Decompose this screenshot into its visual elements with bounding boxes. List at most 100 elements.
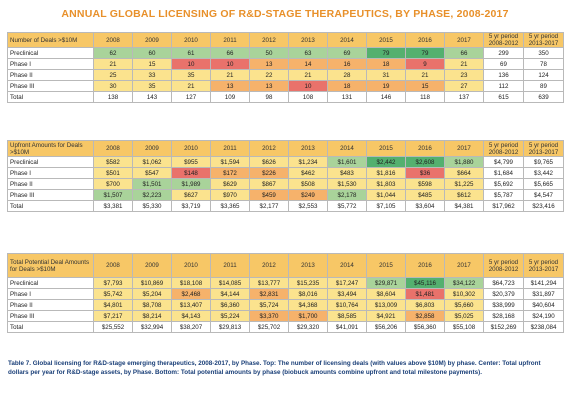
table-cell: 124 xyxy=(523,69,564,81)
table-cell: 31 xyxy=(366,69,406,81)
column-header: 2011 xyxy=(210,32,250,48)
page-title: ANNUAL GLOBAL LICENSING OF R&D-STAGE THE… xyxy=(61,8,509,20)
column-header: 2008 xyxy=(93,32,133,48)
table-cell: $4,144 xyxy=(210,288,250,300)
table-row: Preclinical $582 $1,062 $955 $1,594 $626 $1,23… xyxy=(7,156,564,168)
column-header: 2015 xyxy=(366,253,406,278)
table-cell: $29,871 xyxy=(366,277,406,289)
column-header: 5 yr period 2008-2012 xyxy=(483,140,524,157)
table-cell: 13 xyxy=(210,80,250,92)
table-cell: $485 xyxy=(405,189,445,201)
table-cell: 66 xyxy=(210,47,250,59)
row-label: Phase I xyxy=(7,58,94,70)
table-cell: $1,601 xyxy=(327,156,367,168)
table-cell: $4,381 xyxy=(444,200,484,212)
table-cell: $1,880 xyxy=(444,156,484,168)
table-cell: $867 xyxy=(249,178,289,190)
table-cell: $4,921 xyxy=(366,310,406,322)
column-header: 2013 xyxy=(288,253,328,278)
row-label: Total xyxy=(7,200,94,212)
column-header: 2016 xyxy=(405,253,445,278)
table-cell: 60 xyxy=(132,47,172,59)
table-cell: 69 xyxy=(327,47,367,59)
column-header: 2017 xyxy=(444,253,484,278)
table-cell: $13,777 xyxy=(249,277,289,289)
table-cell: $45,116 xyxy=(405,277,445,289)
table-cell: $31,897 xyxy=(523,288,564,300)
table-cell: $7,105 xyxy=(366,200,406,212)
table-cell: 35 xyxy=(171,69,211,81)
table-header-row: Upfront Amounts for Deals >$10M 2008 2009 2… xyxy=(7,140,564,157)
column-header: 5 yr period 2013-2017 xyxy=(523,253,564,278)
column-header: 2016 xyxy=(405,140,445,157)
table-cell: 15 xyxy=(405,80,445,92)
table-cell: $56,360 xyxy=(405,321,445,333)
column-header: 2008 xyxy=(93,253,133,278)
table-cell: $1,803 xyxy=(366,178,406,190)
table-cell: $1,507 xyxy=(93,189,133,201)
column-header: 2012 xyxy=(249,140,289,157)
table-cell: $141,294 xyxy=(523,277,564,289)
table-cell: $3,494 xyxy=(327,288,367,300)
table-cell: 22 xyxy=(249,69,289,81)
table-cell: $8,708 xyxy=(132,299,172,311)
table-cell: $38,207 xyxy=(171,321,211,333)
upfront-amounts-table: Upfront Amounts for Deals >$10M 2008 2009 2… xyxy=(7,140,564,212)
table-row: Phase II 25 33 35 21 22 21 28 31 21 23 136 124 xyxy=(7,69,564,81)
table-cell: $5,660 xyxy=(444,299,484,311)
table-row: Preclinical 62 60 61 66 50 63 69 79 79 66 299 350 xyxy=(7,47,564,59)
table-cell: 61 xyxy=(171,47,211,59)
row-label: Preclinical xyxy=(7,47,94,59)
table-cell: 21 xyxy=(444,58,484,70)
table-cell: $4,547 xyxy=(523,189,564,201)
table-cell: $2,468 xyxy=(171,288,211,300)
table-cell: 18 xyxy=(366,58,406,70)
table-cell: $1,501 xyxy=(132,178,172,190)
table-cell: $40,604 xyxy=(523,299,564,311)
column-header: 2010 xyxy=(171,253,211,278)
table-cell: $7,217 xyxy=(93,310,133,322)
table-cell: $3,604 xyxy=(405,200,445,212)
table-cell: $501 xyxy=(93,167,133,179)
table-cell: $626 xyxy=(249,156,289,168)
table-cell: 62 xyxy=(93,47,133,59)
column-header: 5 yr period 2008-2012 xyxy=(483,253,524,278)
table-cell: $9,765 xyxy=(523,156,564,168)
table-cell: 10 xyxy=(288,80,328,92)
table-cell: 10 xyxy=(210,58,250,70)
table-cell: $3,442 xyxy=(523,167,564,179)
table-cell: 35 xyxy=(132,80,172,92)
table-cell: $6,360 xyxy=(210,299,250,311)
table-cell: 19 xyxy=(366,80,406,92)
table-cell: $55,108 xyxy=(444,321,484,333)
table-cell: 13 xyxy=(249,80,289,92)
table-cell: $226 xyxy=(249,167,289,179)
table-cell: $970 xyxy=(210,189,250,201)
table-cell: 615 xyxy=(483,91,524,103)
table-cell: $4,368 xyxy=(288,299,328,311)
table-cell: $6,803 xyxy=(405,299,445,311)
table-row: Phase II $700 $1,501 $1,989 $629 $867 $508 $1,5… xyxy=(7,178,564,190)
column-header: 5 yr period 2013-2017 xyxy=(523,32,564,48)
table-cell: $3,365 xyxy=(210,200,250,212)
table-cell: $1,816 xyxy=(366,167,406,179)
table-cell: $664 xyxy=(444,167,484,179)
table-cell: 89 xyxy=(523,80,564,92)
table-row: Total $3,381 $5,330 $3,719 $3,365 $2,177 $2,55… xyxy=(7,200,564,212)
table-cell: $612 xyxy=(444,189,484,201)
table-cell: 350 xyxy=(523,47,564,59)
table-row: Total 138 143 127 109 98 108 131 146 118 137 615 639 xyxy=(7,91,564,103)
table-cell: $5,742 xyxy=(93,288,133,300)
column-header: 2010 xyxy=(171,140,211,157)
row-label: Phase II xyxy=(7,299,94,311)
table-cell: 21 xyxy=(93,58,133,70)
table-cell: 30 xyxy=(93,80,133,92)
table-cell: $5,692 xyxy=(483,178,524,190)
column-header: 2013 xyxy=(288,140,328,157)
table-cell: $5,787 xyxy=(483,189,524,201)
row-label: Preclinical xyxy=(7,156,94,168)
table-cell: $148 xyxy=(171,167,211,179)
table-row: Preclinical $7,793 $10,869 $18,108 $14,085 $1… xyxy=(7,277,564,289)
table-cell: 98 xyxy=(249,91,289,103)
